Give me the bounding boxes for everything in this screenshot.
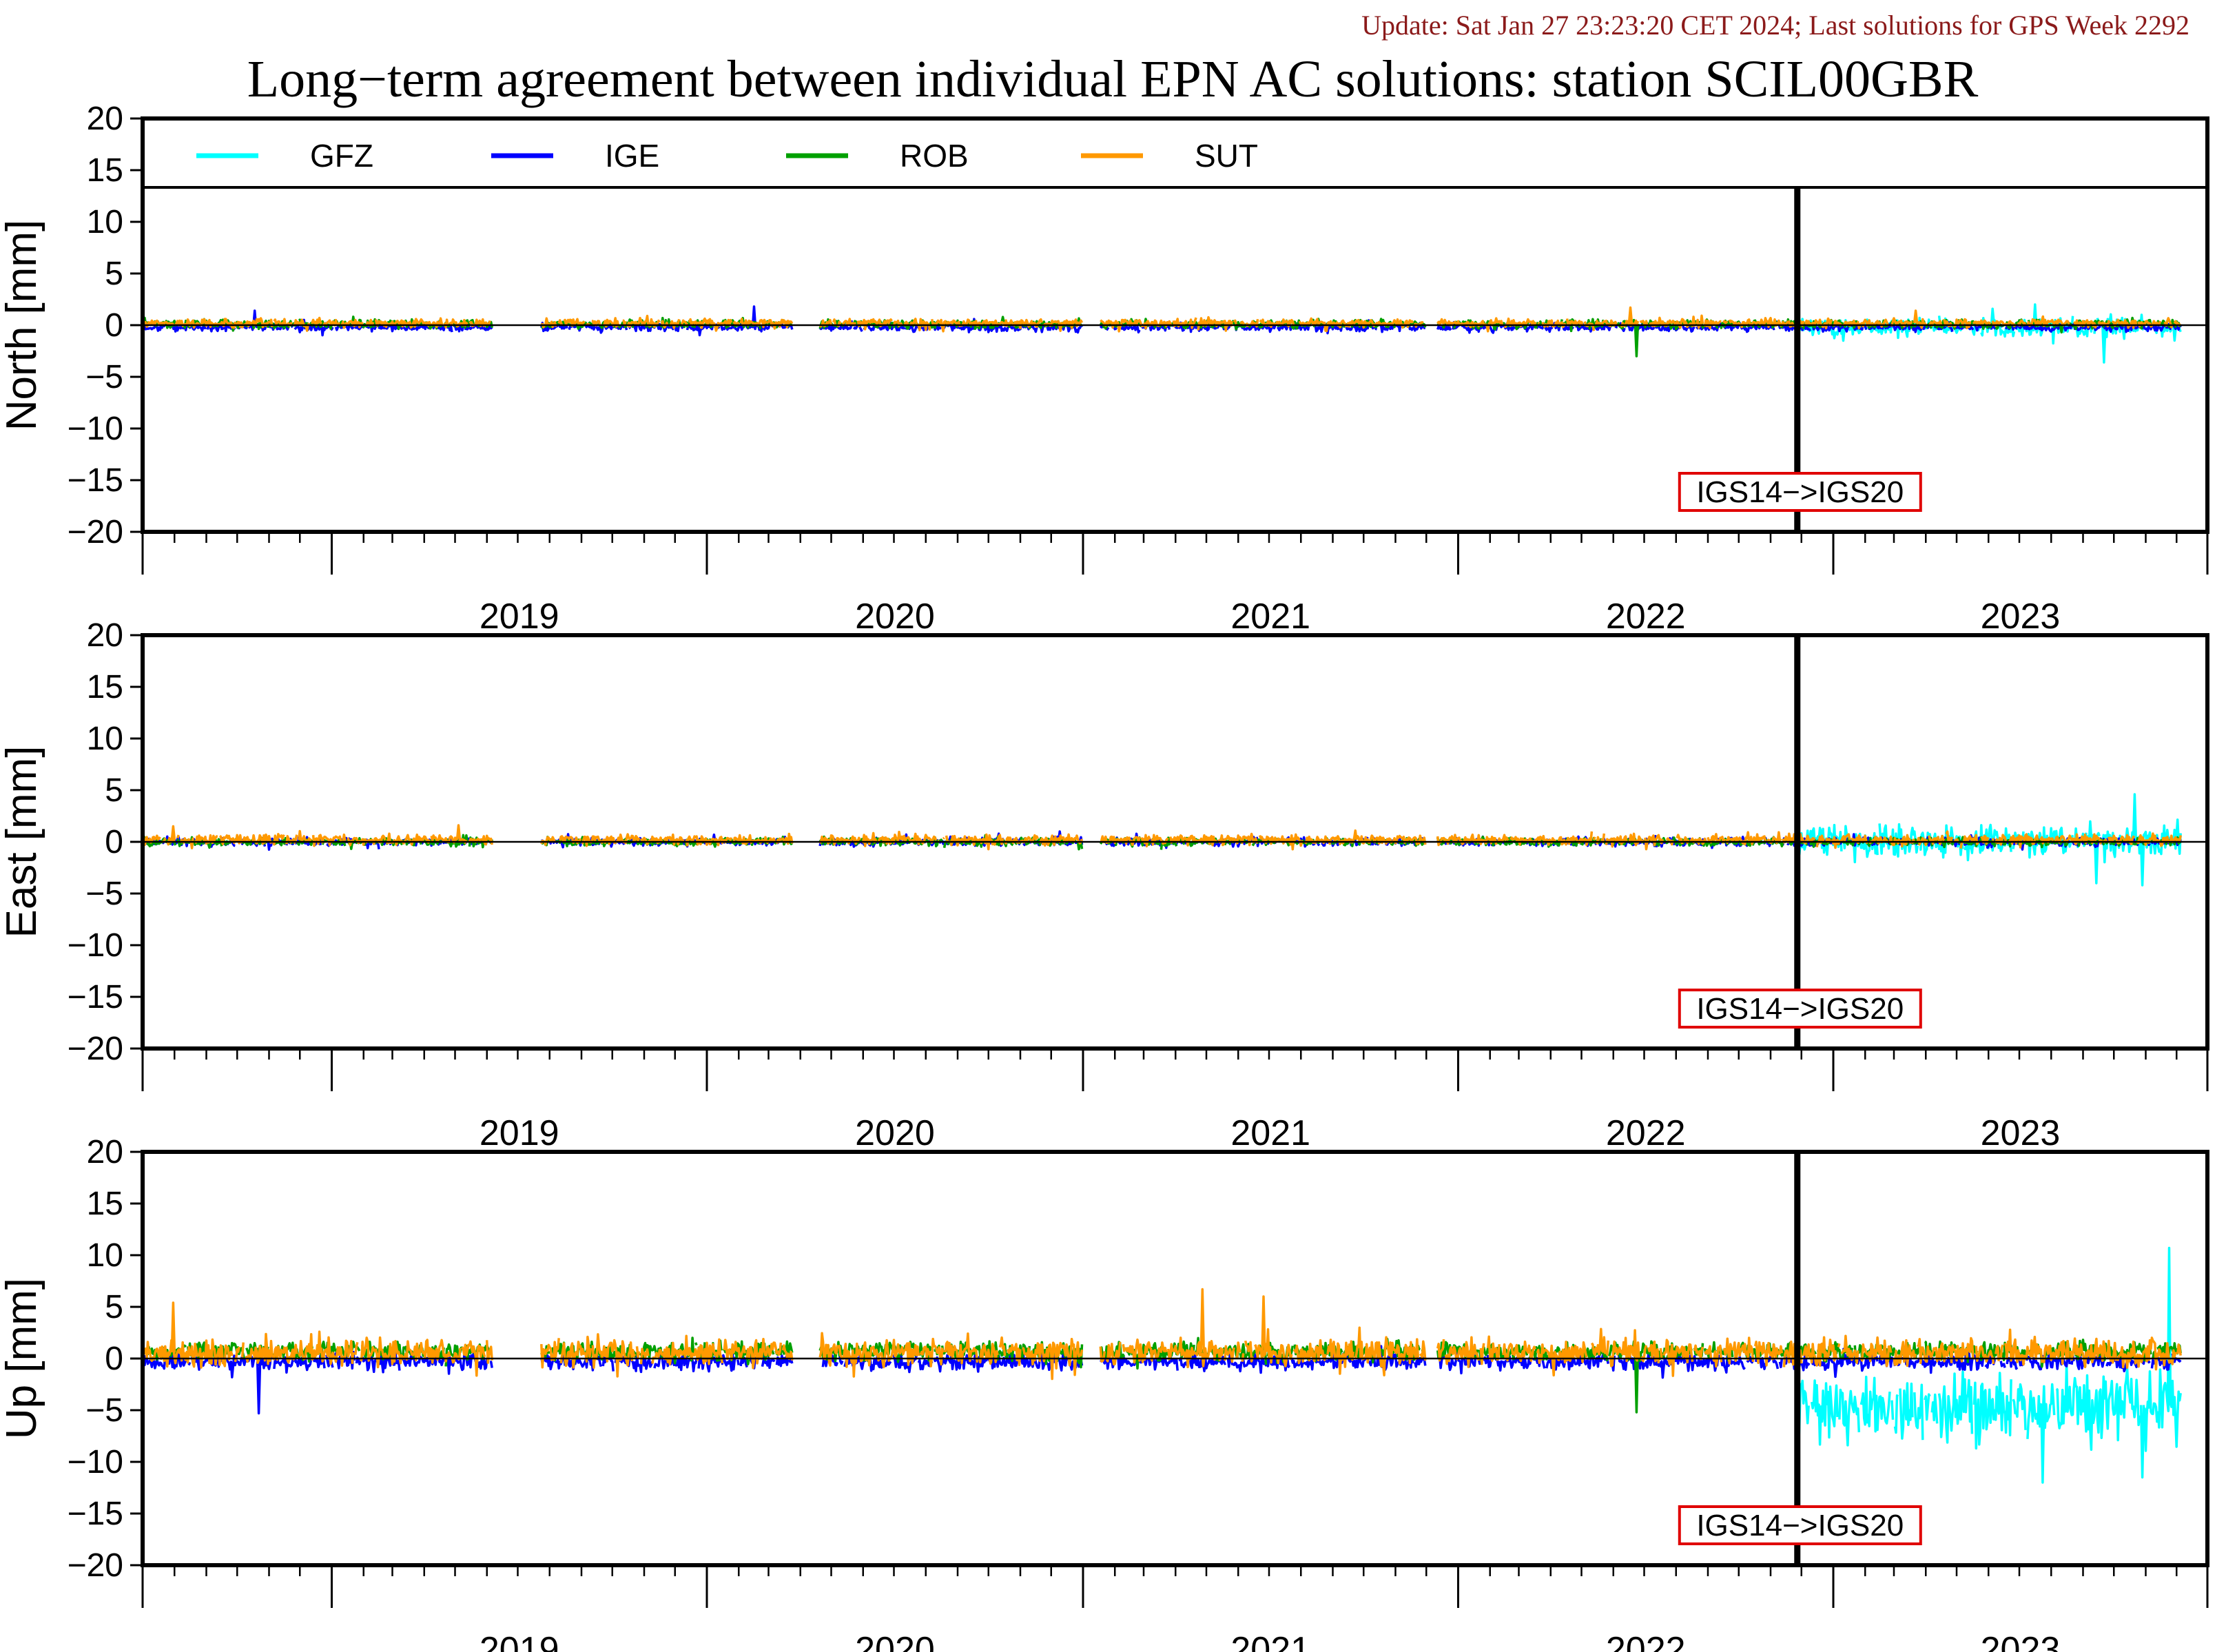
x-year-label: 2021	[1230, 1113, 1310, 1153]
series-gfz-line	[1798, 303, 2182, 364]
x-year-label: 2022	[1606, 1113, 1686, 1153]
annotation-box	[1678, 989, 1922, 1029]
y-tick-label: −5	[85, 876, 123, 912]
x-year-label: 2022	[1606, 1630, 1686, 1652]
y-axis-label: East [mm]	[0, 745, 45, 938]
annotation-box	[1678, 1505, 1922, 1545]
x-year-label: 2019	[480, 1113, 559, 1153]
chart-title: Long−term agreement between individual E…	[247, 50, 1979, 108]
y-tick-label: 5	[105, 256, 123, 292]
legend-label-rob: ROB	[900, 138, 969, 174]
y-tick-label: −10	[68, 927, 123, 964]
x-year-label: 2023	[1981, 597, 2061, 637]
plot-area	[143, 793, 2182, 887]
y-tick-label: −10	[68, 1444, 123, 1480]
y-tick-label: −20	[68, 1031, 123, 1067]
x-year-label: 2019	[480, 597, 559, 637]
y-tick-label: −5	[85, 359, 123, 395]
x-year-label: 2020	[855, 1630, 935, 1652]
y-tick-label: −20	[68, 514, 123, 550]
x-year-label: 2021	[1230, 1630, 1310, 1652]
x-year-label: 2023	[1981, 1113, 2061, 1153]
panel-north: IGS14−>IGS20 GFZ IGE ROB SUT 20 15 10 5 0 −5 −10 −15…	[0, 101, 2209, 637]
y-tick-label: −10	[68, 411, 123, 447]
y-tick-label: 10	[87, 204, 123, 240]
y-axis-label: Up [mm]	[0, 1278, 45, 1439]
annotation-label: IGS14−>IGS20	[1696, 1509, 1904, 1542]
y-tick-label: 0	[105, 307, 123, 344]
y-tick-label: 20	[87, 1134, 123, 1170]
legend: GFZ IGE ROB SUT	[143, 138, 2207, 189]
annotation-box	[1678, 472, 1922, 512]
plot-area	[143, 303, 2182, 364]
y-tick-label: 10	[87, 721, 123, 757]
y-tick-label: 5	[105, 772, 123, 809]
x-year-label: 2021	[1230, 597, 1310, 637]
x-year-label: 2023	[1981, 1630, 2061, 1652]
y-tick-label: 15	[87, 669, 123, 705]
y-tick-label: −15	[68, 979, 123, 1015]
x-year-label: 2022	[1606, 597, 1686, 637]
y-tick-label: 15	[87, 1186, 123, 1222]
legend-label-gfz: GFZ	[310, 138, 373, 174]
y-tick-label: 0	[105, 1341, 123, 1377]
annotation-label: IGS14−>IGS20	[1696, 992, 1904, 1026]
y-tick-label: −15	[68, 462, 123, 499]
series-gfz-line	[1796, 1246, 2182, 1484]
y-axis-label: North [mm]	[0, 220, 45, 431]
y-tick-label: −20	[68, 1547, 123, 1584]
y-tick-label: 10	[87, 1237, 123, 1274]
plot-area	[143, 1246, 2182, 1484]
y-tick-label: 5	[105, 1289, 123, 1325]
legend-label-sut: SUT	[1195, 138, 1258, 174]
panel-east: IGS14−>IGS20 20 15 10 5 0 −5 −10 −15 −20 East [mm]…	[0, 617, 2209, 1153]
y-tick-label: 0	[105, 824, 123, 860]
panels: IGS14−>IGS20 GFZ IGE ROB SUT 20 15 10 5 0 −5 −10 −15…	[0, 101, 2209, 1652]
y-tick-label: 20	[87, 617, 123, 654]
panel-up: IGS14−>IGS20 20 15 10 5 0 −5 −10 −15 −20 Up [mm] 20…	[0, 1134, 2209, 1652]
x-year-label: 2019	[480, 1630, 559, 1652]
y-tick-label: −5	[85, 1392, 123, 1429]
y-tick-label: −15	[68, 1496, 123, 1532]
legend-label-ige: IGE	[605, 138, 659, 174]
x-year-label: 2020	[855, 597, 935, 637]
update-timestamp: Update: Sat Jan 27 23:23:20 CET 2024; La…	[1361, 10, 2189, 41]
annotation-label: IGS14−>IGS20	[1696, 475, 1904, 509]
x-year-label: 2020	[855, 1113, 935, 1153]
y-tick-label: 20	[87, 101, 123, 137]
y-tick-label: 15	[87, 152, 123, 189]
